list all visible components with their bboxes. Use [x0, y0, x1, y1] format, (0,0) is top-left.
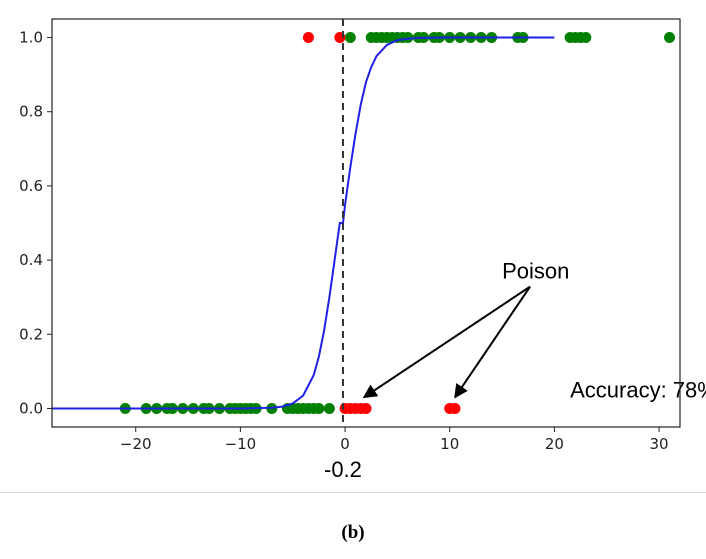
data-point [402, 32, 414, 44]
x-tick-label: 0 [340, 435, 350, 453]
figure-divider [0, 492, 706, 493]
y-tick-label: 1.0 [19, 29, 43, 47]
data-point [360, 402, 372, 414]
x-tick-label: −10 [225, 435, 257, 453]
y-tick-label: 0.6 [19, 177, 43, 195]
logistic-regression-chart: 0.0 0.2 0.4 0.6 0.8 1.0 −20 −10 0 10 20 30 -0.2 Poiso… [19, 18, 706, 482]
poison-annotation: Poison [502, 259, 569, 284]
x-tick-label: 10 [440, 435, 459, 453]
plot-area: 0.0 0.2 0.4 0.6 0.8 1.0 −20 −10 0 10 20 30 -0.2 Poiso… [19, 18, 706, 482]
data-point [580, 32, 592, 44]
data-point [449, 402, 461, 414]
poison-arrow [454, 286, 531, 399]
y-tick-label: 0.0 [19, 399, 43, 417]
data-point [664, 32, 676, 44]
threshold-label: -0.2 [324, 457, 362, 482]
accuracy-annotation: Accuracy: 78% [570, 377, 706, 402]
y-tick-label: 0.4 [19, 251, 43, 269]
data-point [323, 402, 335, 414]
figure-caption: (b) [341, 522, 365, 543]
y-tick-label: 0.8 [19, 103, 43, 121]
data-point [344, 32, 356, 44]
poison-arrow [362, 285, 531, 399]
data-point [313, 402, 325, 414]
y-tick-label: 0.2 [19, 325, 43, 343]
x-tick-label: 30 [650, 435, 669, 453]
sigmoid-curve [52, 36, 555, 410]
x-tick-label: −20 [120, 435, 152, 453]
axes-frame [51, 18, 681, 428]
data-point [302, 32, 314, 44]
x-tick-label: 20 [545, 435, 564, 453]
